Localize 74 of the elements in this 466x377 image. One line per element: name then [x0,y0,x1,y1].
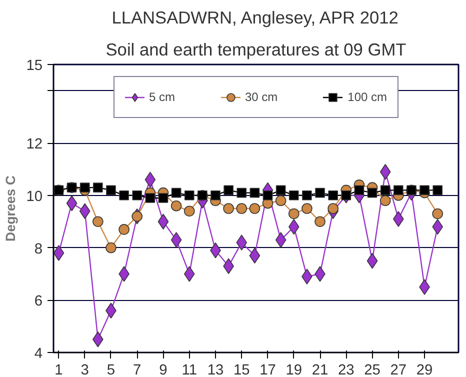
point [132,190,142,200]
point [354,185,364,196]
point [119,190,129,200]
point [224,185,234,196]
point [249,203,260,214]
y-tick-label: 8 [34,241,43,258]
point [380,195,391,206]
point [341,190,352,200]
point [106,242,116,254]
point [171,188,182,198]
point [236,234,248,250]
point [275,232,286,248]
point [275,195,286,206]
point [302,190,312,200]
x-tick-label: 17 [260,362,276,377]
point [314,216,326,227]
y-tick-label: 10 [26,188,43,205]
point [145,193,156,203]
point [367,188,378,198]
point [92,216,104,227]
point [223,203,234,214]
x-tick-label: 11 [182,362,197,377]
y-axis-title: Degrees C [3,175,18,242]
y-tick-label: 15 [26,58,43,74]
x-tick-label: 29 [416,362,433,377]
point [432,208,443,220]
x-tick-label: 25 [364,362,380,377]
point [210,190,220,200]
point [158,193,168,203]
legend-label: 30 cm [244,90,278,104]
legend-label: 100 cm [348,90,388,104]
x-tick-label: 9 [159,362,168,377]
point [288,190,299,200]
y-tick-label: 4 [34,346,43,362]
x-tick-label: 15 [233,362,250,377]
x-tick-label: 7 [133,362,142,377]
point [80,182,90,192]
point [93,182,103,192]
y-tick-label: 12 [26,136,43,153]
x-tick-label: 27 [390,362,407,377]
point [262,190,273,200]
point [170,200,182,212]
x-tick-label: 19 [286,362,302,377]
point [276,185,286,196]
point [288,208,300,220]
point [328,190,338,200]
x-tick-label: 3 [80,362,89,377]
point [170,232,182,248]
point [184,206,195,217]
point [236,203,248,214]
point [432,185,442,196]
y-tick-label: 6 [34,294,43,310]
point [184,190,194,200]
point [394,185,404,196]
x-tick-label: 1 [54,362,63,377]
point [106,185,116,196]
x-tick-label: 13 [207,362,224,377]
point [380,185,390,196]
x-tick-label: 23 [338,362,354,377]
x-tick-label: 5 [106,362,116,377]
point [250,188,260,198]
point [420,185,430,196]
point [118,224,130,235]
x-tick-label: 21 [312,362,328,377]
point [328,203,338,214]
point [236,188,247,198]
point [132,210,143,222]
point [315,188,325,198]
point [158,214,169,230]
point [302,203,312,214]
chart-title: LLANSADWRN, Anglesey, APR 2012 [112,8,398,28]
chart-subtitle: Soil and earth temperatures at 09 GMT [106,40,407,60]
legend-label: 5 cm [148,90,175,104]
point [184,266,195,282]
